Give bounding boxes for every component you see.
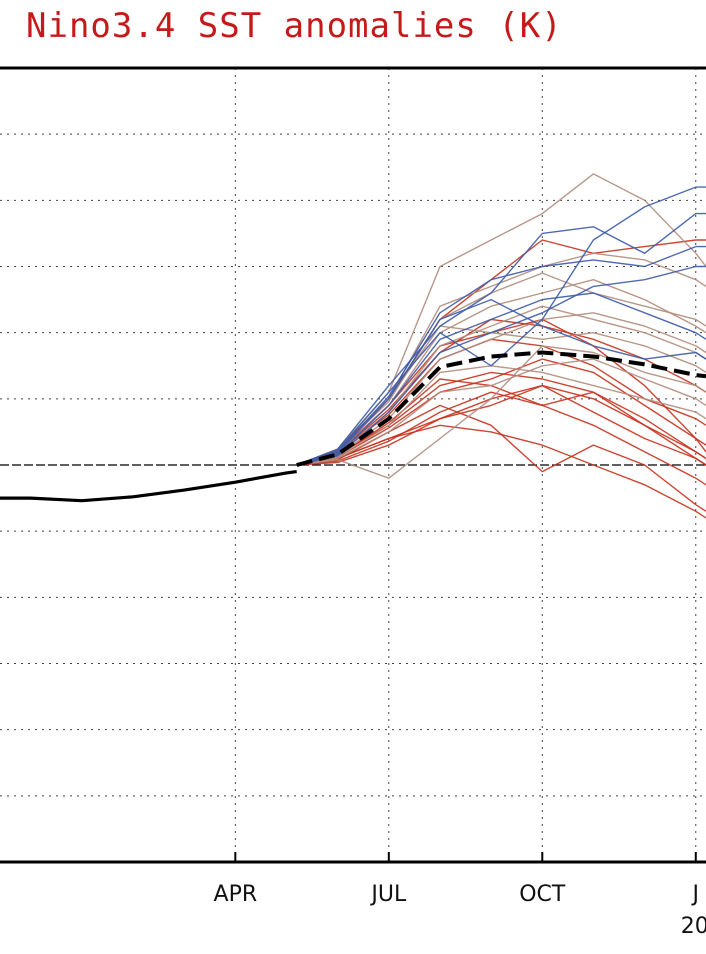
ensemble-member-line [296,384,706,466]
ensemble-members [296,173,706,519]
observed-line [0,470,297,503]
ensemble-member-line [296,265,706,466]
ensemble-member-line [296,173,706,466]
ensemble-mean-line [296,350,706,467]
chart-title: Nino3.4 SST anomalies (K) [26,6,563,46]
ensemble-member-line [296,391,706,486]
ensemble-member-line [296,298,706,466]
plot-frame [0,66,706,864]
ensemble-member-line [296,365,706,466]
x-tick-label: APR [214,882,258,907]
ensemble-member-line [296,186,706,466]
x-year-label: 20 [681,914,706,939]
ensemble-mean-group [296,350,706,467]
observed-group [0,470,297,503]
ensemble-member-line [296,345,706,479]
ensemble-member-line [296,212,706,466]
x-tick-label: JUL [369,882,407,907]
x-tick-label: J [691,882,700,907]
x-tick-label: OCT [519,882,566,907]
x-ticks: APR JUL OCT J 20 [214,852,706,939]
ensemble-member-line [296,378,706,466]
ensemble-member-line [296,358,706,466]
ensemble-member-line [296,245,706,466]
ensemble-member-line [296,404,706,512]
ensemble-member-line [296,292,706,466]
